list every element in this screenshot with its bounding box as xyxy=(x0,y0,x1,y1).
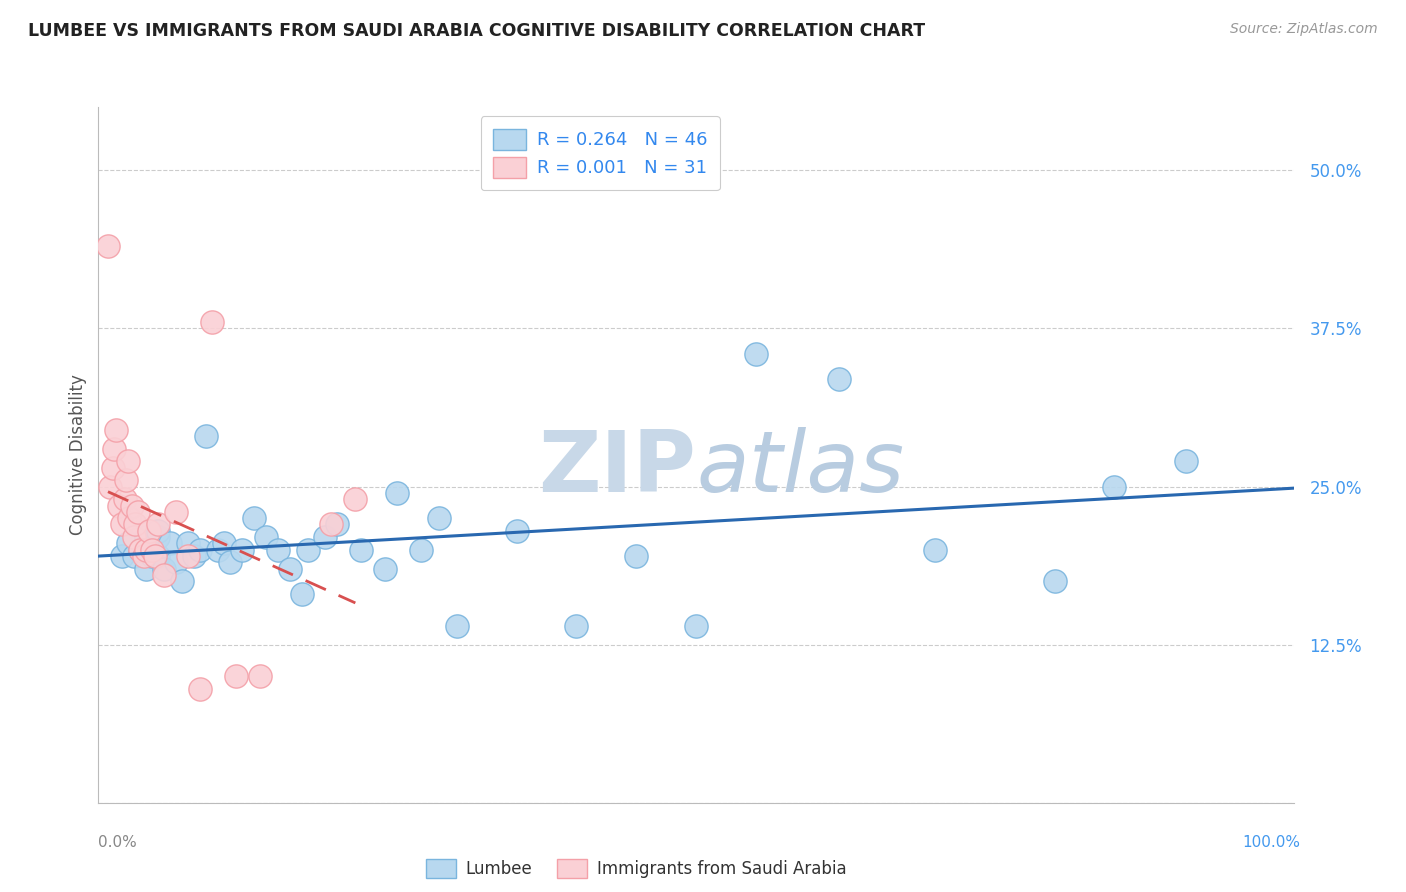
Point xyxy=(129,542,152,557)
Point xyxy=(243,511,266,525)
Point xyxy=(115,473,138,487)
Text: 0.0%: 0.0% xyxy=(98,836,138,850)
Point xyxy=(1102,479,1125,493)
Text: atlas: atlas xyxy=(696,427,904,510)
Point xyxy=(188,681,211,696)
Point xyxy=(111,517,134,532)
Point xyxy=(129,542,152,557)
Point xyxy=(127,505,149,519)
Point xyxy=(107,499,129,513)
Point xyxy=(105,423,128,437)
Point xyxy=(148,524,170,538)
Point xyxy=(177,536,200,550)
Point xyxy=(315,530,337,544)
Point xyxy=(148,549,170,563)
Point xyxy=(132,549,155,563)
Point xyxy=(153,568,176,582)
Y-axis label: Cognitive Disability: Cognitive Disability xyxy=(69,375,87,535)
Point xyxy=(207,542,229,557)
Point xyxy=(411,542,433,557)
Point xyxy=(194,429,217,443)
Text: LUMBEE VS IMMIGRANTS FROM SAUDI ARABIA COGNITIVE DISABILITY CORRELATION CHART: LUMBEE VS IMMIGRANTS FROM SAUDI ARABIA C… xyxy=(28,22,925,40)
Point xyxy=(159,536,181,550)
Point xyxy=(685,618,707,632)
Point xyxy=(212,536,235,550)
Point xyxy=(153,562,176,576)
Point xyxy=(924,542,946,557)
Point xyxy=(254,530,277,544)
Point xyxy=(103,442,125,456)
Point xyxy=(624,549,647,563)
Point xyxy=(267,542,290,557)
Point xyxy=(565,618,588,632)
Point xyxy=(97,239,120,253)
Point xyxy=(165,505,187,519)
Point xyxy=(188,542,211,557)
Text: ZIP: ZIP xyxy=(538,427,696,510)
Point xyxy=(114,492,136,507)
Point xyxy=(374,562,396,576)
Text: Source: ZipAtlas.com: Source: ZipAtlas.com xyxy=(1230,22,1378,37)
Point xyxy=(138,524,160,538)
Point xyxy=(297,542,319,557)
Legend: Lumbee, Immigrants from Saudi Arabia: Lumbee, Immigrants from Saudi Arabia xyxy=(419,853,853,885)
Point xyxy=(124,530,146,544)
Point xyxy=(231,542,253,557)
Text: 100.0%: 100.0% xyxy=(1243,836,1301,850)
Point xyxy=(143,549,166,563)
Point xyxy=(344,492,367,507)
Point xyxy=(148,517,170,532)
Point xyxy=(1043,574,1066,589)
Point xyxy=(172,574,194,589)
Point xyxy=(350,542,373,557)
Point xyxy=(98,479,122,493)
Point xyxy=(118,511,141,525)
Point xyxy=(321,517,343,532)
Point xyxy=(278,562,301,576)
Point xyxy=(385,486,409,500)
Point xyxy=(165,556,187,570)
Point xyxy=(111,549,134,563)
Point xyxy=(326,517,349,532)
Point xyxy=(141,549,163,563)
Point xyxy=(148,530,170,544)
Point xyxy=(225,669,247,683)
Point xyxy=(101,460,124,475)
Point xyxy=(135,530,157,544)
Point xyxy=(124,517,146,532)
Point xyxy=(135,562,157,576)
Point xyxy=(828,372,851,386)
Point xyxy=(219,556,242,570)
Point xyxy=(446,618,468,632)
Point xyxy=(135,542,157,557)
Point xyxy=(1175,454,1198,468)
Point xyxy=(290,587,312,601)
Point xyxy=(117,536,139,550)
Point xyxy=(117,454,139,468)
Point xyxy=(506,524,529,538)
Point xyxy=(121,499,143,513)
Point xyxy=(141,542,163,557)
Point xyxy=(183,549,205,563)
Point xyxy=(201,315,224,329)
Point xyxy=(124,549,146,563)
Point xyxy=(249,669,271,683)
Point xyxy=(745,347,768,361)
Point xyxy=(177,549,200,563)
Point xyxy=(427,511,450,525)
